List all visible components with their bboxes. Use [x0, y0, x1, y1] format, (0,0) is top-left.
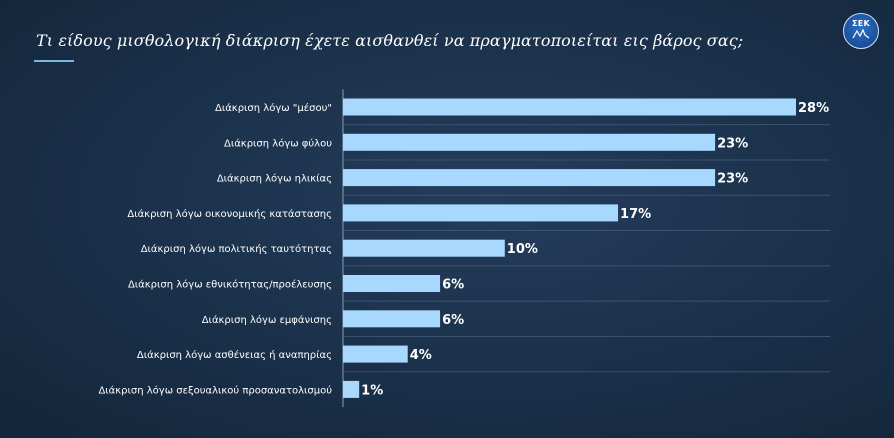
value-label: 28% — [798, 101, 829, 116]
sek-logo: ΣΕΚ — [843, 13, 879, 49]
bar — [343, 239, 505, 257]
bar — [343, 98, 796, 116]
value-label: 1% — [361, 383, 383, 398]
category-label: Διάκριση λόγω πολιτικής ταυτότητας — [141, 243, 332, 255]
value-label: 10% — [507, 242, 538, 257]
value-label: 6% — [442, 313, 464, 328]
value-label: 23% — [717, 136, 748, 151]
logo-mark-icon — [852, 29, 870, 39]
value-label: 23% — [717, 172, 748, 187]
category-label: Διάκριση λόγω εθνικότητας/προέλευσης — [128, 279, 332, 291]
chart-title: Τι είδους μισθολογική διάκριση έχετε αισ… — [36, 31, 744, 50]
category-label: Διάκριση λόγω εμφάνισης — [202, 314, 332, 326]
value-label: 17% — [620, 207, 651, 222]
value-label: 4% — [410, 348, 432, 363]
bar — [343, 169, 716, 187]
bar — [343, 204, 619, 222]
bar — [343, 345, 408, 363]
category-label: Διάκριση λόγω σεξουαλικού προσανατολισμο… — [98, 384, 332, 396]
category-label: Διάκριση λόγω "μέσου" — [215, 102, 332, 114]
title-underline — [34, 60, 74, 62]
category-label: Διάκριση λόγω οικονομικής κατάστασης — [127, 208, 332, 220]
category-label: Διάκριση λόγω ηλικίας — [217, 173, 332, 185]
category-label: Διάκριση λόγω ασθένειας ή αναπηρίας — [137, 349, 332, 361]
bar — [343, 310, 441, 328]
logo-text: ΣΕΚ — [851, 19, 871, 28]
bar — [343, 133, 716, 151]
bar — [343, 380, 360, 398]
category-label: Διάκριση λόγω φύλου — [224, 137, 332, 149]
bar — [343, 275, 441, 292]
value-label: 6% — [442, 278, 464, 293]
